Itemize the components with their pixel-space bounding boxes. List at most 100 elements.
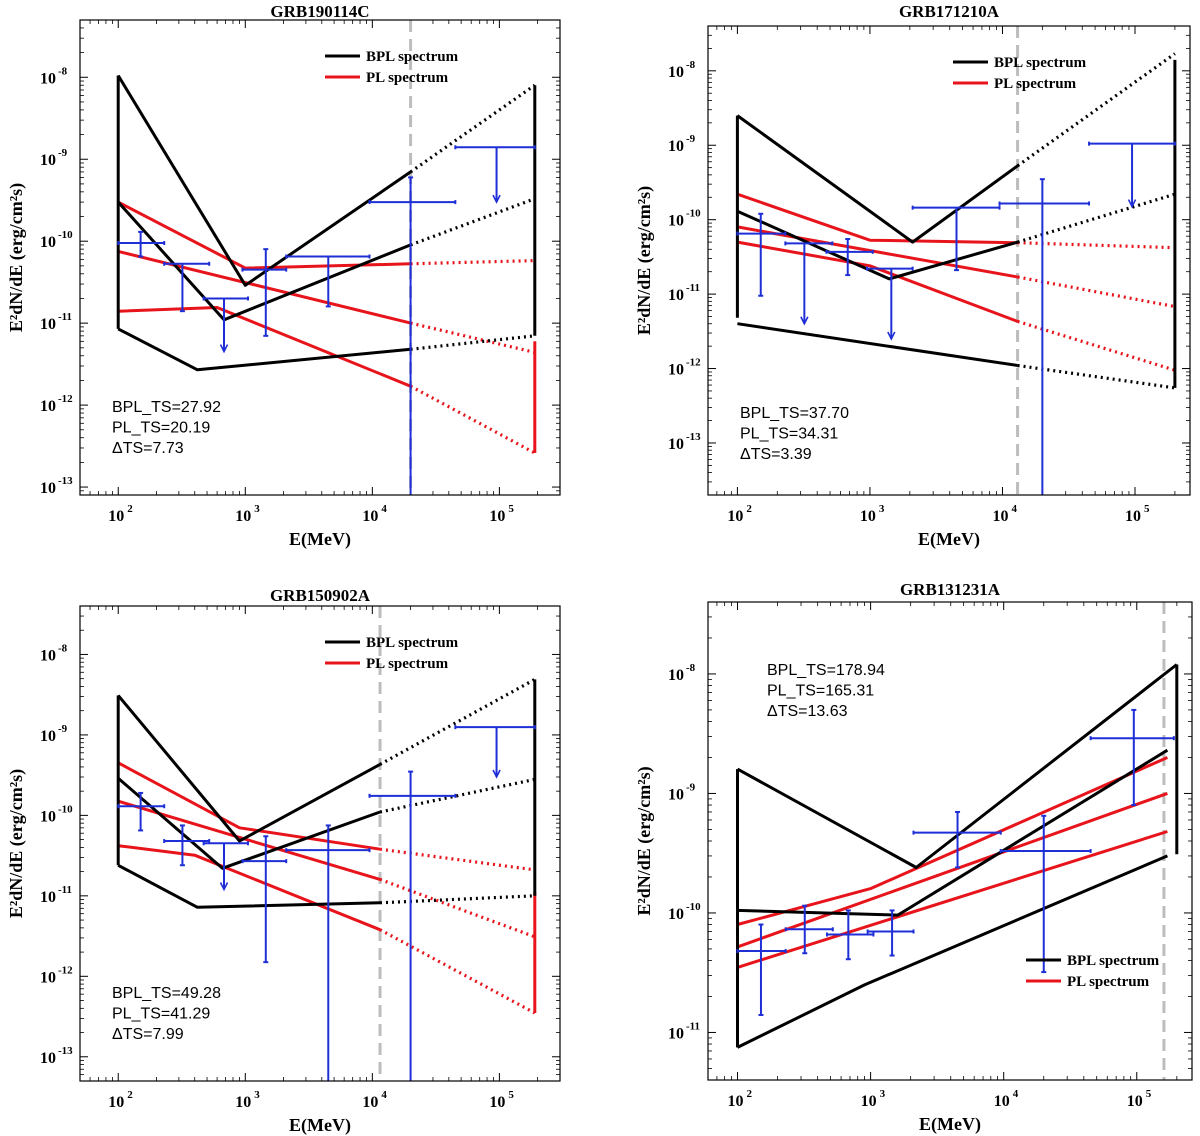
x-tick-label: 10	[489, 508, 505, 525]
data-point	[784, 241, 834, 326]
pl-line	[117, 200, 411, 270]
x-tick-exponent: 3	[254, 1089, 260, 1101]
data-point	[163, 824, 211, 867]
y-tick-exponent: -9	[686, 781, 696, 793]
data-point	[736, 923, 787, 1016]
legend: BPL spectrum PL spectrum	[1026, 953, 1160, 990]
pl-line	[118, 306, 412, 388]
data-point	[241, 248, 288, 337]
pl-dotted-line	[410, 259, 535, 266]
data-point	[736, 212, 787, 297]
x-tick-exponent: 2	[747, 1088, 753, 1100]
y-tick-exponent: -11	[686, 282, 700, 294]
legend: BPL spectrum PL spectrum	[953, 55, 1087, 92]
plot-area	[116, 606, 537, 1081]
y-tick-exponent: -13	[686, 431, 701, 443]
x-tick-exponent: 5	[508, 1089, 514, 1101]
upper-limit-arrow	[219, 882, 229, 892]
bpl-line	[737, 748, 1169, 917]
y-tick-label: 10	[40, 889, 56, 906]
y-tick-label: 10	[40, 70, 56, 87]
data-point	[117, 230, 166, 258]
stat-line: ΔTS=3.39	[740, 446, 812, 463]
y-tick-exponent: -9	[58, 723, 68, 735]
x-tick-exponent: 3	[880, 1088, 886, 1100]
stat-line: PL_TS=34.31	[740, 426, 838, 443]
x-tick-label: 10	[362, 1094, 378, 1111]
x-tick-label: 10	[108, 1094, 124, 1111]
data-point	[117, 791, 166, 832]
x-tick-label: 10	[861, 1093, 877, 1110]
data-point	[911, 205, 1001, 272]
y-tick-label: 10	[668, 667, 684, 684]
x-tick-label: 10	[235, 1094, 251, 1111]
pl-line	[736, 192, 1018, 245]
data-points	[117, 145, 536, 495]
stat-line: BPL_TS=37.70	[740, 405, 849, 422]
bpl-line	[117, 694, 381, 843]
y-tick-label: 10	[40, 728, 56, 745]
data-points	[736, 141, 1176, 495]
pl-line	[736, 791, 1168, 949]
legend: BPL spectrum PL spectrum	[325, 49, 459, 86]
y-tick-exponent: -11	[58, 311, 72, 323]
x-tick-exponent: 4	[381, 1089, 387, 1101]
y-tick-label: 10	[40, 647, 56, 664]
pl-line	[737, 830, 1168, 969]
x-axis-label: E(MeV)	[919, 1114, 981, 1135]
stat-line: PL_TS=41.29	[112, 1006, 210, 1023]
y-tick-exponent: -10	[58, 229, 73, 241]
data-point	[368, 770, 457, 1081]
y-tick-label: 10	[40, 480, 56, 497]
plot-frame	[79, 605, 561, 1082]
minor-ticks	[708, 26, 1190, 495]
data-point	[241, 835, 288, 964]
y-tick-label: 10	[668, 362, 684, 379]
bpl-line	[736, 114, 1019, 244]
data-points	[736, 708, 1175, 1016]
y-tick-exponent: -10	[686, 208, 701, 220]
data-point	[865, 266, 914, 341]
y-tick-exponent: -13	[58, 475, 73, 487]
chart-title: GRB150902A	[270, 586, 371, 605]
upper-limit-arrow	[1127, 199, 1137, 209]
x-axis-label: E(MeV)	[289, 1115, 351, 1136]
stat-line: ΔTS=7.73	[112, 440, 184, 457]
bpl-dotted-line	[409, 83, 536, 174]
y-tick-exponent: -11	[58, 884, 72, 896]
chart-title: GRB171210A	[899, 2, 1000, 21]
x-tick-exponent: 2	[127, 1089, 133, 1101]
data-point	[454, 145, 536, 204]
x-tick-label: 10	[362, 508, 378, 525]
bpl-line	[117, 863, 381, 909]
x-tick-label: 10	[1127, 1093, 1143, 1110]
fit-statistics: BPL_TS=37.70 PL_TS=34.31 ΔTS=3.39	[740, 405, 849, 463]
bpl-line	[737, 322, 1018, 367]
stat-line: PL_TS=20.19	[112, 420, 210, 437]
y-tick-exponent: -8	[686, 662, 696, 674]
minor-ticks	[80, 20, 560, 495]
y-tick-label: 10	[668, 64, 684, 81]
bpl-dotted-line	[379, 777, 536, 814]
bpl-line	[117, 327, 411, 372]
y-tick-exponent: -11	[686, 1020, 700, 1032]
y-tick-exponent: -8	[686, 59, 696, 71]
upper-limit-arrow	[492, 194, 501, 204]
plot-frame	[707, 25, 1191, 496]
stat-line: ΔTS=7.99	[112, 1026, 184, 1043]
plot-frame	[79, 19, 561, 496]
fit-statistics: BPL_TS=49.28 PL_TS=41.29 ΔTS=7.99	[112, 985, 221, 1043]
bpl-dotted-line	[410, 197, 536, 247]
bpl-dotted-line	[379, 894, 535, 905]
data-point	[866, 909, 915, 957]
x-tick-exponent: 4	[1011, 503, 1017, 515]
bpl-dotted-line	[1017, 363, 1176, 390]
legend-pl-label: PL spectrum	[1067, 974, 1150, 990]
data-point	[285, 254, 371, 308]
y-tick-label: 10	[668, 436, 684, 453]
x-tick-label: 10	[860, 508, 876, 525]
stat-line: ΔTS=13.63	[767, 703, 848, 720]
upper-limit-arrow	[219, 344, 229, 354]
